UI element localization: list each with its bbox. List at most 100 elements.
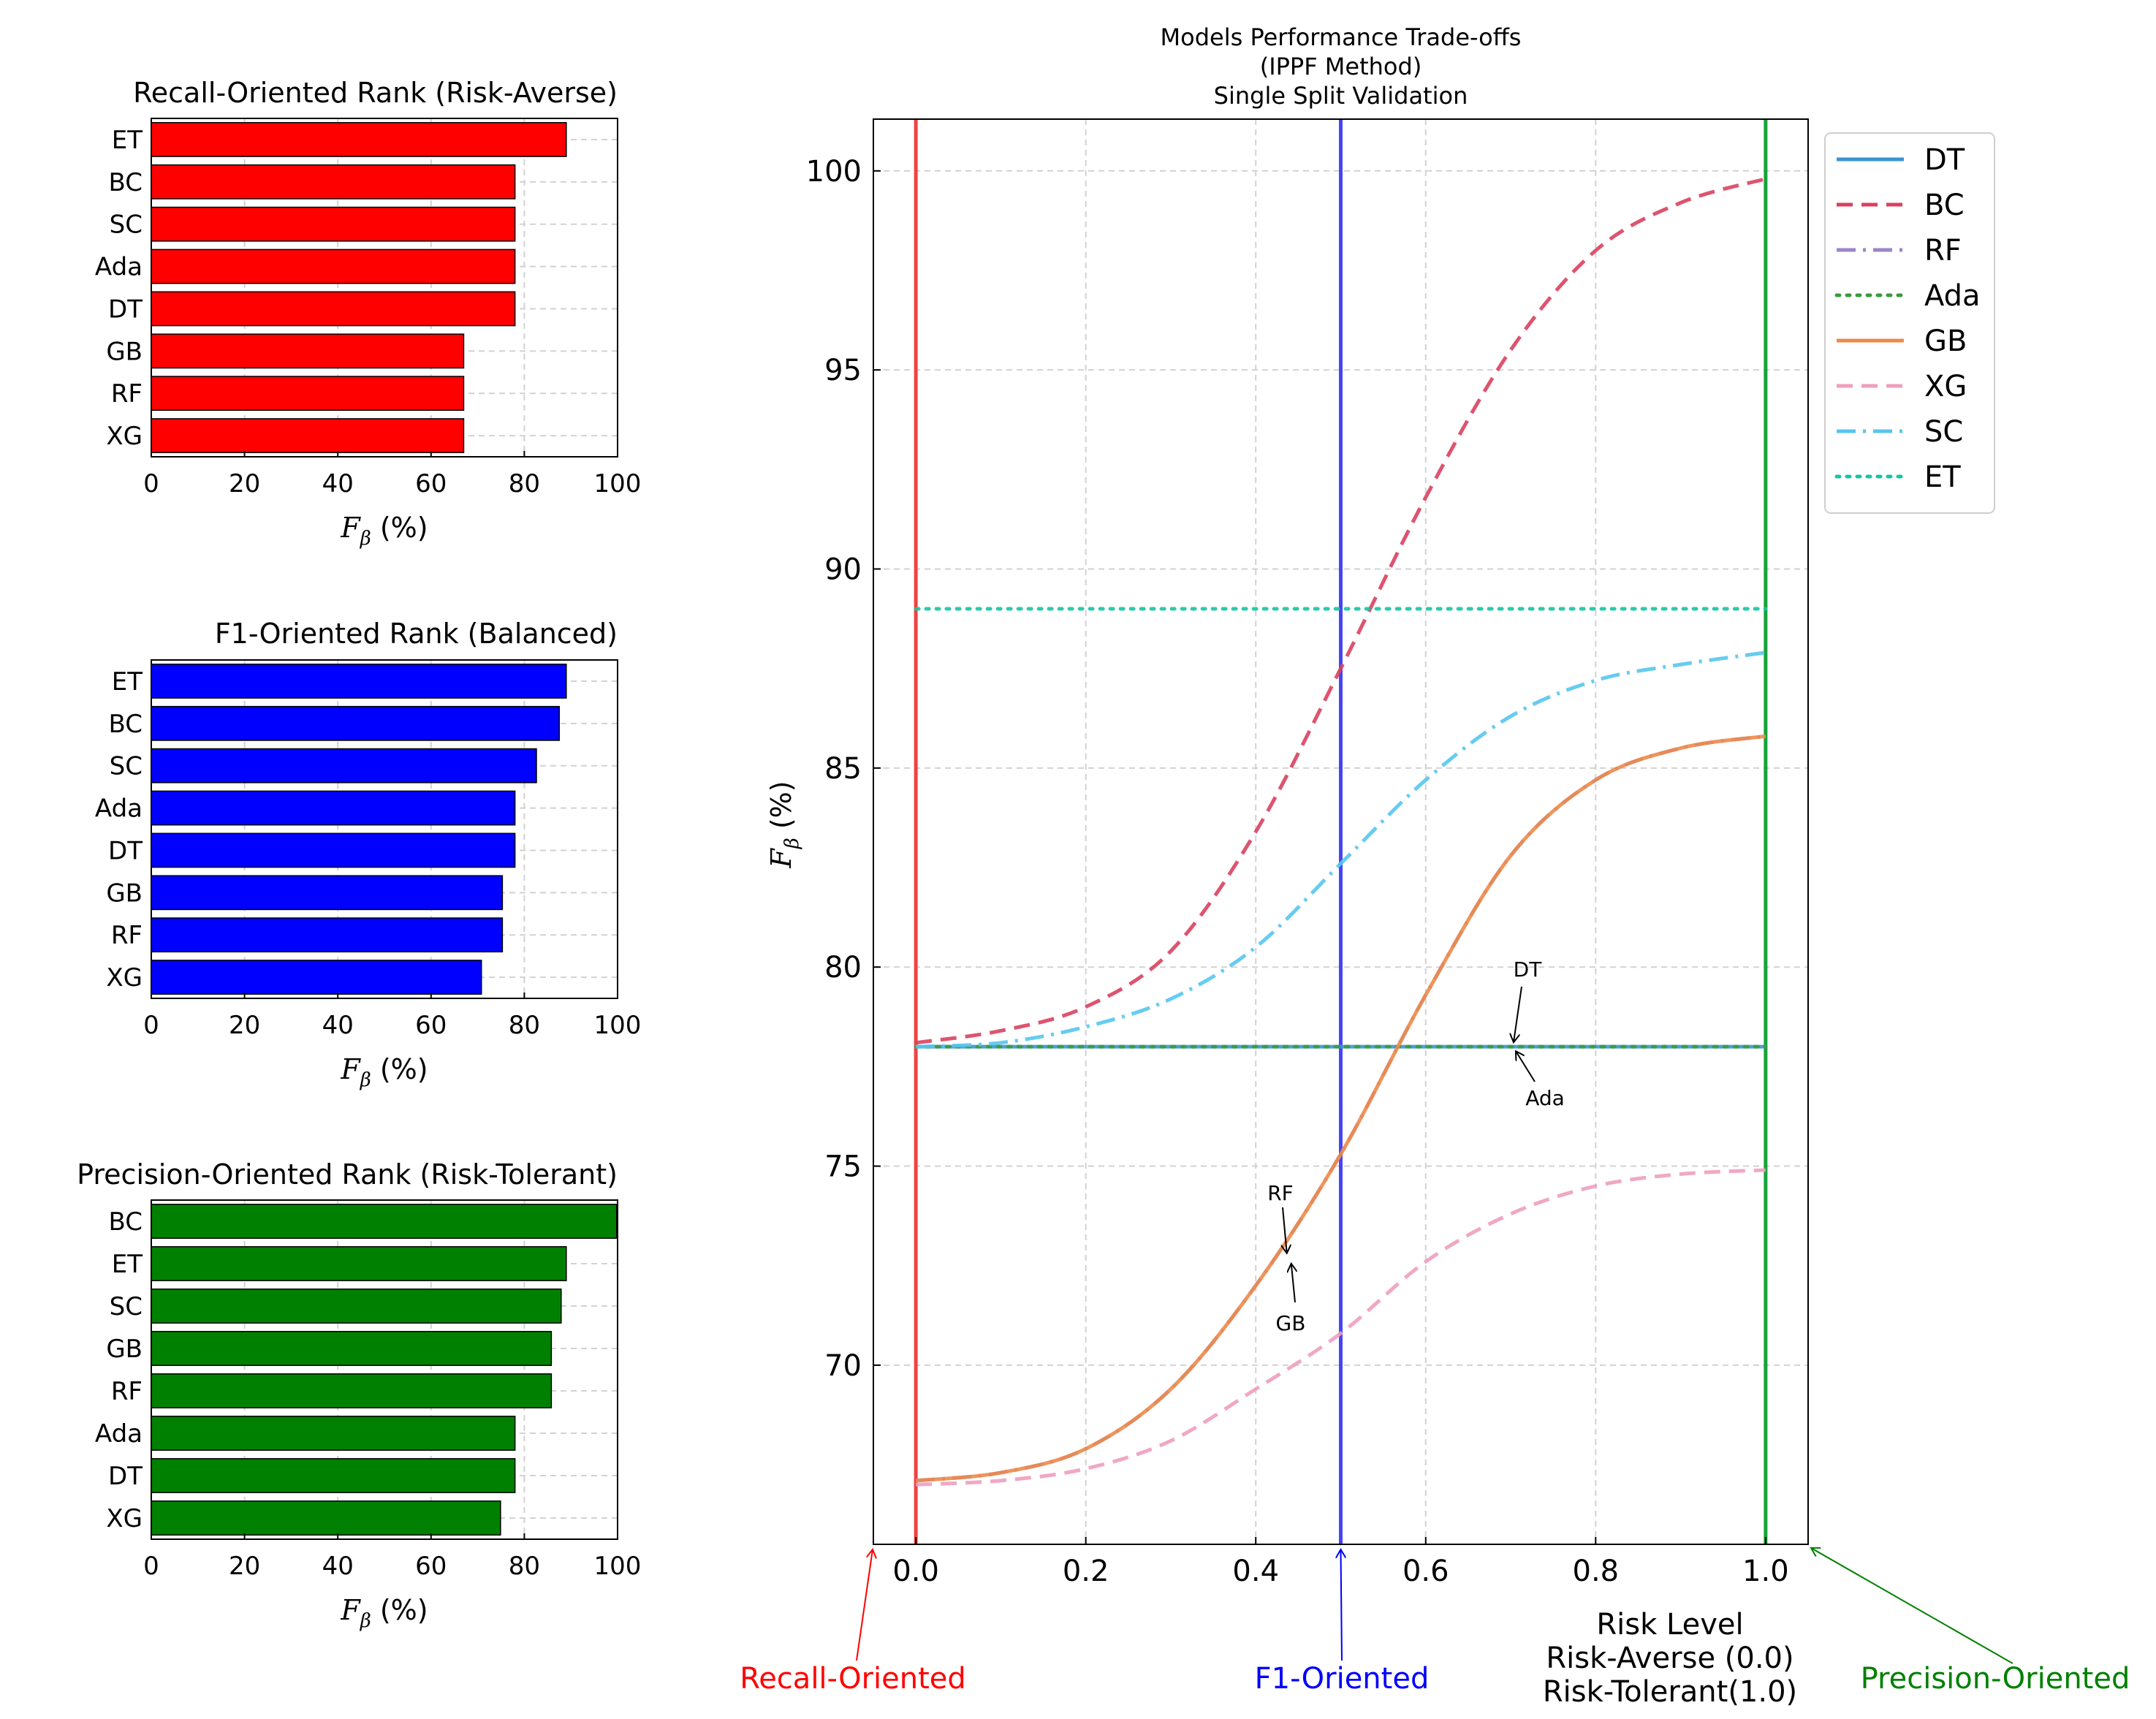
bar-Ada [151, 1416, 516, 1451]
y-tick-label: 90 [824, 553, 862, 587]
bar-BC [151, 164, 516, 200]
x-axis-label: Fβ (%) [340, 1594, 428, 1632]
x-axis-label-line: Risk-Tolerant(1.0) [1543, 1675, 1797, 1709]
category-label-DT: DT [108, 1462, 143, 1491]
legend-label-SC: SC [1924, 415, 1963, 449]
line-chart-title-line: Single Split Validation [1214, 82, 1468, 110]
x-axis-label-sub: β [360, 1069, 371, 1091]
annotation-arrow-DT [1514, 986, 1522, 1042]
precision-chart-title: Precision-Oriented Rank (Risk-Tolerant) [77, 1158, 618, 1191]
bar-GB [151, 875, 504, 911]
x-axis-label-sub: β [360, 1610, 371, 1632]
x-axis-label-line: Risk-Averse (0.0) [1546, 1642, 1793, 1675]
category-label-GB: GB [106, 337, 143, 366]
x-tick-label: 80 [509, 1552, 540, 1581]
category-label-GB: GB [106, 1335, 143, 1364]
x-axis-label-sub: β [360, 528, 371, 550]
x-tick-label: 80 [509, 469, 540, 498]
x-tick-label: 100 [594, 1552, 642, 1581]
bar-GB [151, 1331, 553, 1366]
legend-label-Ada: Ada [1924, 279, 1981, 313]
y-axis-label-unit: (%) [765, 781, 797, 838]
legend-label-XG: XG [1924, 370, 1967, 403]
bottom-arrow-precision [1811, 1548, 2013, 1664]
x-axis-label-unit: (%) [371, 1053, 428, 1085]
x-tick-label: 0.0 [892, 1555, 939, 1588]
annotation-GB: GB [1276, 1311, 1306, 1335]
plot-frame [151, 1199, 618, 1540]
y-tick-label: 95 [824, 354, 862, 387]
x-tick-label: 100 [594, 469, 642, 498]
category-label-RF: RF [111, 921, 143, 950]
x-tick-label: 60 [415, 1011, 447, 1040]
bottom-label-f1: F1-Oriented [1255, 1662, 1430, 1696]
bar-XG [151, 1500, 501, 1536]
series-line-XG [916, 1168, 1766, 1487]
y-tick-label: 70 [824, 1349, 862, 1383]
x-axis-label-var: F [340, 1594, 361, 1626]
series-line-GB [915, 734, 1766, 1483]
category-label-XG: XG [106, 422, 143, 451]
precision-rank-chart: BC ET SC GB RF Ada DT XG0 20 40 60 80 100 Precision-O… [77, 1158, 641, 1632]
line-chart-title-line: (IPPF Method) [1260, 53, 1422, 80]
bar-SC [151, 1289, 562, 1324]
bar-XG [151, 418, 465, 453]
category-label-DT: DT [108, 295, 143, 324]
bar-Ada [151, 790, 516, 826]
x-tick-label: 0 [143, 1552, 159, 1581]
plot-frame [151, 118, 618, 458]
category-label-ET: ET [112, 126, 143, 155]
bar-BC [151, 1204, 618, 1239]
plot-frame [873, 118, 1809, 1545]
legend-label-GB: GB [1924, 325, 1967, 358]
category-label-BC: BC [109, 710, 143, 739]
x-axis-label: Fβ (%) [340, 1053, 428, 1091]
recall-rank-chart: ET BC SC Ada DT GB RF XG0 20 40 60 80 100 Recall-Orie… [95, 77, 642, 550]
x-tick-label: 20 [229, 469, 260, 498]
bar-ET [151, 664, 567, 699]
category-label-GB: GB [106, 879, 143, 908]
category-label-BC: BC [109, 168, 143, 197]
legend-label-RF: RF [1924, 234, 1962, 267]
plot-frame [151, 659, 618, 999]
x-tick-label: 80 [509, 1011, 540, 1040]
annotation-arrow-RF [1283, 1207, 1287, 1253]
category-label-Ada: Ada [95, 794, 143, 824]
x-tick-label: 0 [143, 1011, 159, 1040]
x-tick-label: 0.6 [1402, 1555, 1449, 1588]
x-tick-label: 40 [322, 1552, 354, 1581]
category-label-SC: SC [110, 210, 143, 240]
y-tick-label: 100 [806, 155, 862, 189]
line-chart-title-line: Models Performance Trade-offs [1161, 23, 1522, 51]
recall-chart-title: Recall-Oriented Rank (Risk-Averse) [133, 77, 618, 109]
bar-DT [151, 832, 516, 868]
category-label-Ada: Ada [95, 1419, 143, 1449]
x-axis-label-line: Risk Level [1596, 1608, 1743, 1642]
bar-SC [151, 206, 516, 242]
legend-box [1824, 132, 1995, 514]
x-tick-label: 1.0 [1742, 1555, 1789, 1588]
bar-Ada [151, 248, 516, 284]
x-axis-label-var: F [340, 1053, 361, 1085]
bar-BC [151, 705, 560, 741]
category-label-XG: XG [106, 963, 143, 993]
bar-RF [151, 376, 465, 411]
annotation-arrow-GB [1291, 1264, 1295, 1303]
annotation-DT: DT [1514, 957, 1543, 982]
x-tick-label: 20 [229, 1552, 260, 1581]
tradeoff-line-chart: 0.0 0.2 0.4 0.6 0.8 1.0 70 75 80 85 90 95 100 Models … [740, 23, 2130, 1709]
bottom-label-precision: Precision-Oriented [1861, 1662, 2130, 1696]
x-tick-label: 40 [322, 1011, 354, 1040]
category-label-RF: RF [111, 1377, 143, 1406]
category-label-RF: RF [111, 379, 143, 409]
x-axis-label-unit: (%) [371, 1594, 428, 1626]
x-tick-label: 100 [594, 1011, 642, 1040]
x-tick-label: 0.8 [1573, 1555, 1620, 1588]
bottom-arrow-recall [856, 1549, 873, 1661]
x-axis-label: Fβ (%) [340, 512, 428, 550]
x-tick-label: 0.2 [1063, 1555, 1109, 1588]
f1-rank-chart: ET BC SC Ada DT GB RF XG0 20 40 60 80 100 F1-Oriented… [95, 618, 642, 1091]
x-tick-label: 0.4 [1232, 1555, 1279, 1588]
x-tick-label: 60 [415, 1552, 447, 1581]
